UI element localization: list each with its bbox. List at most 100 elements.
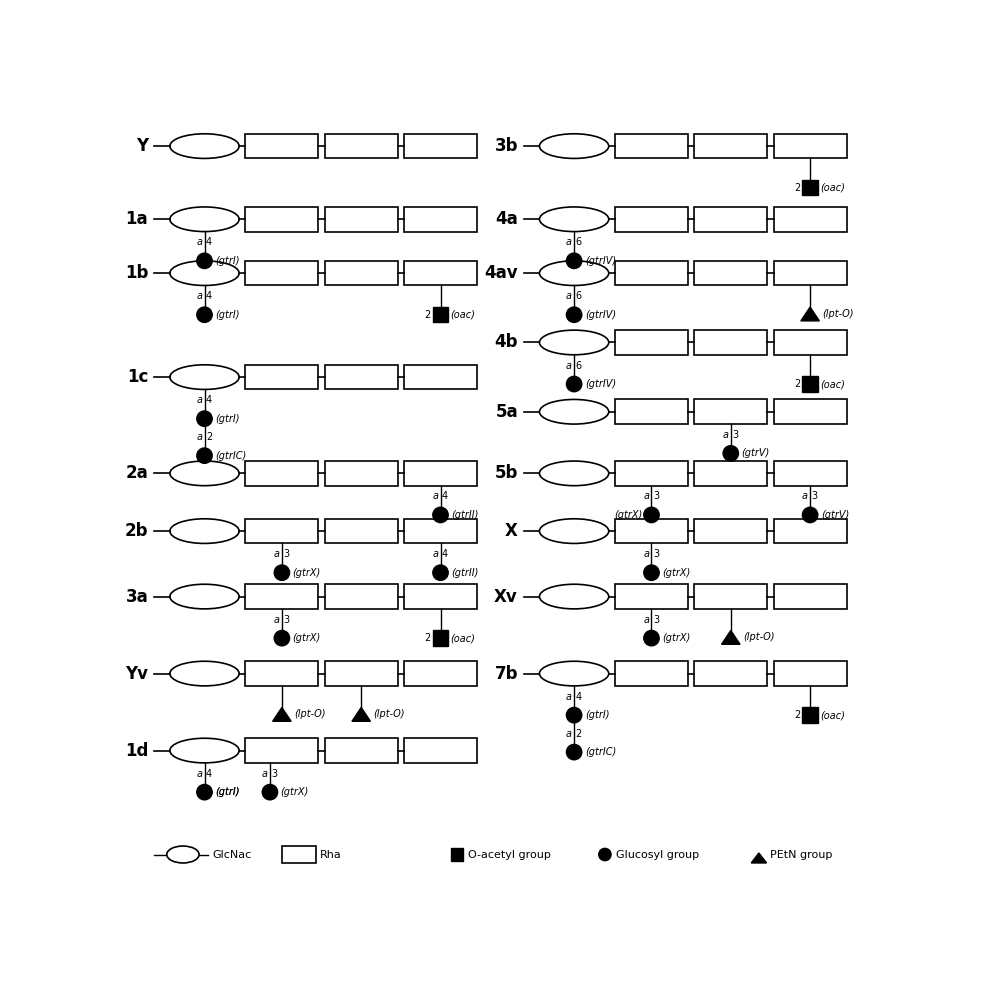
Text: 7b: 7b (494, 664, 518, 682)
Text: 3: 3 (732, 430, 738, 440)
Text: (gtrX): (gtrX) (614, 510, 642, 520)
Text: (gtrIC): (gtrIC) (215, 451, 247, 461)
Text: 2: 2 (794, 710, 800, 720)
Text: (gtrI): (gtrI) (585, 710, 609, 720)
Text: O-acetyl group: O-acetyl group (468, 849, 551, 860)
Circle shape (644, 631, 659, 645)
Circle shape (723, 446, 738, 461)
Text: 5a: 5a (495, 403, 518, 421)
Bar (433, 307, 448, 323)
Circle shape (566, 307, 582, 323)
Text: (gtrIV): (gtrIV) (585, 256, 616, 266)
Text: a: a (722, 430, 728, 440)
Text: (oac): (oac) (820, 710, 845, 720)
Circle shape (197, 411, 212, 426)
Text: 1c: 1c (127, 368, 148, 386)
Text: 3a: 3a (126, 588, 148, 606)
Text: X: X (505, 522, 518, 540)
Text: 4b: 4b (494, 334, 518, 352)
Circle shape (197, 307, 212, 323)
Text: (gtrI): (gtrI) (215, 310, 240, 320)
Text: (oac): (oac) (820, 183, 845, 193)
Text: (gtrI): (gtrI) (215, 787, 240, 797)
Text: 4: 4 (442, 549, 448, 559)
Text: 4: 4 (206, 291, 212, 301)
Text: a: a (262, 769, 268, 779)
Bar (451, 848, 463, 861)
Text: a: a (643, 615, 649, 625)
Text: (gtrIV): (gtrIV) (585, 310, 616, 320)
Circle shape (644, 565, 659, 580)
Text: (gtrX): (gtrX) (281, 787, 309, 797)
Text: 3: 3 (283, 615, 290, 625)
Text: a: a (566, 729, 572, 739)
Text: (lpt-O): (lpt-O) (294, 709, 326, 719)
Text: a: a (196, 237, 202, 247)
Text: a: a (643, 492, 649, 501)
Text: (gtrI): (gtrI) (215, 787, 240, 797)
Circle shape (262, 784, 278, 799)
Text: 3: 3 (653, 615, 659, 625)
Text: (lpt-O): (lpt-O) (822, 309, 854, 319)
Text: a: a (566, 291, 572, 301)
Text: a: a (643, 549, 649, 559)
Text: (oac): (oac) (820, 379, 845, 389)
Text: 1b: 1b (125, 264, 148, 282)
Text: 6: 6 (576, 291, 582, 301)
Text: 2a: 2a (126, 465, 148, 483)
Text: PEtN group: PEtN group (770, 849, 833, 860)
Text: 2: 2 (424, 310, 430, 320)
Circle shape (274, 631, 290, 645)
Polygon shape (273, 707, 291, 721)
Text: (gtrIV): (gtrIV) (585, 379, 616, 389)
Circle shape (566, 707, 582, 723)
Text: a: a (802, 492, 808, 501)
Polygon shape (751, 853, 767, 863)
Circle shape (433, 507, 448, 522)
Text: 4: 4 (206, 237, 212, 247)
Text: 3: 3 (812, 492, 818, 501)
Circle shape (197, 784, 212, 799)
Text: (gtrV): (gtrV) (821, 510, 849, 520)
Text: 2: 2 (794, 379, 800, 389)
Text: a: a (196, 395, 202, 405)
Text: 5b: 5b (495, 465, 518, 483)
Text: a: a (566, 237, 572, 247)
Text: Xv: Xv (494, 588, 518, 606)
Bar (802, 707, 818, 723)
Text: (gtrV): (gtrV) (742, 449, 770, 459)
Text: (lpt-O): (lpt-O) (374, 709, 405, 719)
Text: 1d: 1d (125, 742, 148, 760)
Text: 3b: 3b (494, 137, 518, 155)
Bar (802, 180, 818, 196)
Circle shape (644, 507, 659, 522)
Circle shape (802, 507, 818, 522)
Text: (gtrX): (gtrX) (662, 634, 691, 643)
Text: a: a (196, 432, 202, 442)
Text: 6: 6 (576, 237, 582, 247)
Text: 3: 3 (653, 549, 659, 559)
Text: 2: 2 (206, 432, 212, 442)
Bar (433, 631, 448, 645)
Text: (gtrX): (gtrX) (293, 568, 321, 578)
Text: (gtrX): (gtrX) (293, 634, 321, 643)
Text: a: a (566, 692, 572, 702)
Text: (gtrX): (gtrX) (662, 568, 691, 578)
Polygon shape (722, 631, 740, 644)
Text: GlcNac: GlcNac (212, 849, 251, 860)
Circle shape (197, 253, 212, 268)
Text: 3: 3 (653, 492, 659, 501)
Text: (gtrII): (gtrII) (451, 510, 479, 520)
Text: (oac): (oac) (451, 310, 475, 320)
Text: a: a (196, 769, 202, 779)
Text: (gtrIC): (gtrIC) (585, 747, 616, 757)
Circle shape (566, 376, 582, 392)
Text: 2: 2 (424, 634, 430, 643)
Text: a: a (432, 492, 438, 501)
Text: 4: 4 (206, 395, 212, 405)
Text: a: a (274, 615, 280, 625)
Text: a: a (566, 360, 572, 370)
Polygon shape (801, 307, 819, 321)
Circle shape (566, 253, 582, 268)
Text: 3: 3 (283, 549, 290, 559)
